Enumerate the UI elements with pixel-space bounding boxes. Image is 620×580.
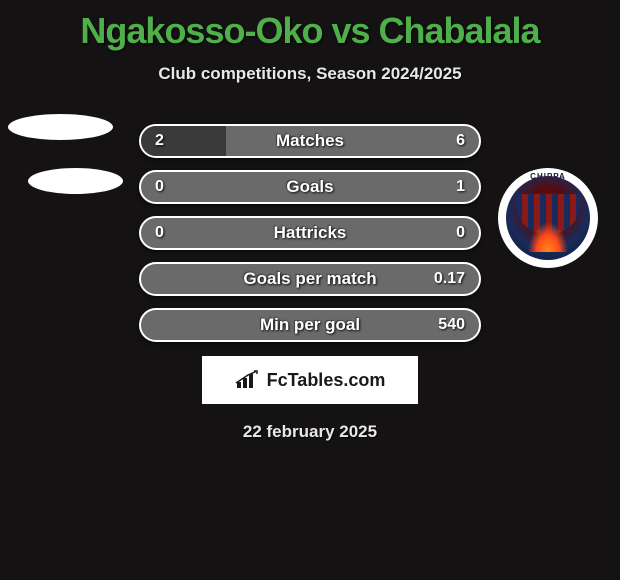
footer-date: 22 february 2025 [0, 422, 620, 442]
stat-bars: 2Matches60Goals10Hattricks0Goals per mat… [139, 124, 481, 342]
stat-label: Goals per match [141, 264, 479, 294]
stat-bar: 2Matches6 [139, 124, 481, 158]
bar-chart-icon [235, 370, 261, 390]
page-subtitle: Club competitions, Season 2024/2025 [0, 64, 620, 84]
stat-label: Hattricks [141, 218, 479, 248]
stats-area: CHIPPA 2Matches60Goals10Hattricks0Goals … [0, 124, 620, 342]
stat-value-right: 1 [456, 172, 465, 202]
stat-value-right: 6 [456, 126, 465, 156]
stat-value-right: 540 [438, 310, 465, 340]
page-title: Ngakosso-Oko vs Chabalala [0, 0, 620, 52]
stat-label: Min per goal [141, 310, 479, 340]
stat-bar: Goals per match0.17 [139, 262, 481, 296]
stat-bar: Min per goal540 [139, 308, 481, 342]
stat-label: Matches [141, 126, 479, 156]
stat-label: Goals [141, 172, 479, 202]
stat-value-right: 0.17 [434, 264, 465, 294]
stat-bar: 0Goals1 [139, 170, 481, 204]
right-player-crest: CHIPPA [498, 168, 598, 268]
ellipse-icon [8, 114, 113, 140]
ellipse-icon [28, 168, 123, 194]
brand-box: FcTables.com [202, 356, 418, 404]
left-player-placeholder [8, 114, 123, 222]
stat-value-right: 0 [456, 218, 465, 248]
crest-shield-icon [506, 176, 590, 260]
brand-text: FcTables.com [267, 370, 386, 391]
stat-bar: 0Hattricks0 [139, 216, 481, 250]
